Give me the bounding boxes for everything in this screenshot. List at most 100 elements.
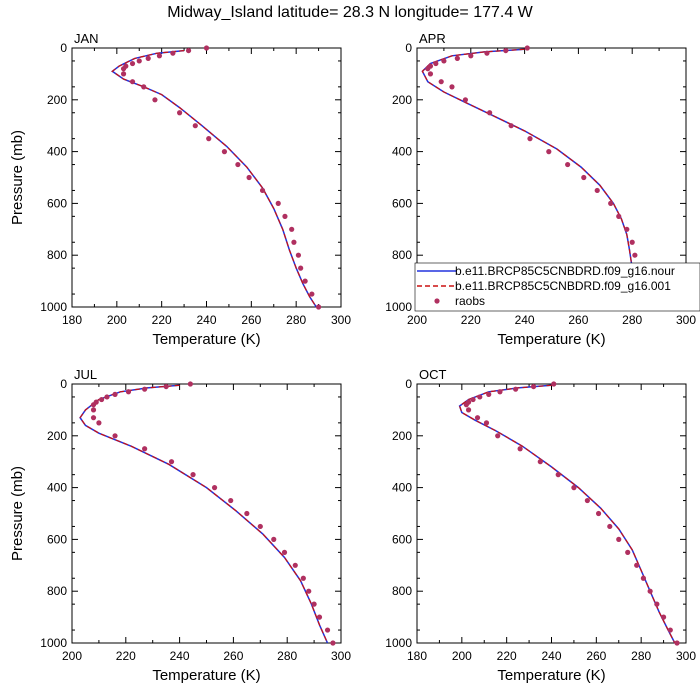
raobs-point xyxy=(660,614,667,620)
x-tick-label: 300 xyxy=(676,313,696,327)
raobs-point xyxy=(295,252,302,258)
raobs-point xyxy=(142,446,148,452)
raobs-point xyxy=(168,459,175,465)
raobs-point xyxy=(90,402,97,408)
raobs-point xyxy=(632,252,638,258)
raobs-point xyxy=(433,60,439,67)
raobs-point xyxy=(152,97,158,103)
raobs-point xyxy=(98,396,105,403)
plot-frame xyxy=(71,383,342,644)
y-tick-label: 400 xyxy=(47,481,67,495)
raobs-point xyxy=(145,55,151,61)
y-tick-label: 1000 xyxy=(385,636,412,650)
raobs-point xyxy=(441,58,447,64)
y-tick-label: 200 xyxy=(47,93,67,107)
raobs-point xyxy=(316,614,323,620)
y-axis-label: Pressure (mb) xyxy=(9,466,26,561)
raobs-point xyxy=(616,213,622,219)
raobs-point xyxy=(289,226,295,232)
y-tick-label: 1000 xyxy=(385,300,412,314)
x-tick-label: 280 xyxy=(286,313,306,327)
raobs-point xyxy=(244,510,250,517)
raobs-point xyxy=(163,383,169,390)
plot-frame xyxy=(416,383,687,644)
y-tick-label: 400 xyxy=(392,145,412,159)
raobs-point xyxy=(508,123,514,129)
x-tick-label: 280 xyxy=(277,649,297,663)
raobs-point xyxy=(629,239,635,245)
legend-box xyxy=(414,262,700,312)
raobs-point xyxy=(581,174,587,181)
x-tick-label: 300 xyxy=(331,649,351,663)
x-tick-label: 240 xyxy=(196,313,216,327)
raobs-point xyxy=(594,187,600,194)
raobs-point xyxy=(454,55,460,61)
raobs-point xyxy=(640,575,647,581)
raobs-point xyxy=(465,407,472,413)
x-tick-label: 220 xyxy=(116,649,136,663)
raobs-point xyxy=(302,278,308,284)
raobs-point xyxy=(625,549,631,555)
raobs-point xyxy=(616,536,622,543)
y-tick-label: 0 xyxy=(405,41,412,55)
legend-marker xyxy=(434,298,440,304)
raobs-point xyxy=(311,601,317,607)
raobs-point xyxy=(291,239,297,245)
raobs-point xyxy=(463,402,469,408)
raobs-point xyxy=(112,391,118,397)
series-line-nour xyxy=(458,384,676,644)
raobs-point xyxy=(142,386,148,392)
y-tick-label: 400 xyxy=(392,481,412,495)
x-tick-label: 180 xyxy=(407,649,427,663)
y-tick-label: 0 xyxy=(60,41,67,55)
raobs-point xyxy=(530,383,537,390)
x-tick-label: 180 xyxy=(62,313,82,327)
raobs-point xyxy=(674,640,680,646)
raobs-point xyxy=(228,497,234,504)
x-tick-label: 300 xyxy=(331,313,351,327)
y-tick-label: 800 xyxy=(47,584,67,598)
raobs-point xyxy=(571,485,577,491)
y-tick-label: 200 xyxy=(392,429,412,443)
x-tick-label: 260 xyxy=(586,649,606,663)
legend-label: raobs xyxy=(455,294,485,308)
raobs-point xyxy=(300,575,306,581)
panel-jan: 180 200 220 240 260 280 300 0 200 400 600 800 1000 JA… xyxy=(9,31,351,348)
legend-label: b.e11.BRCP85C5CNBDRD.f09_g16.001 xyxy=(455,279,671,293)
y-tick-label: 600 xyxy=(47,532,67,546)
raobs-point xyxy=(292,562,298,568)
raobs-point xyxy=(484,50,490,56)
raobs-point xyxy=(527,136,533,142)
x-tick-label: 200 xyxy=(62,649,82,663)
raobs-point xyxy=(667,627,673,633)
raobs-point xyxy=(120,66,127,72)
raobs-point xyxy=(551,381,557,387)
y-tick-label: 800 xyxy=(392,248,412,262)
raobs-point xyxy=(187,381,193,387)
y-tick-label: 400 xyxy=(47,145,67,159)
raobs-point xyxy=(654,601,660,607)
x-tick-label: 220 xyxy=(152,313,172,327)
series-line-001 xyxy=(79,384,329,644)
panel-oct: 180 200 220 240 260 280 300 0 200 400 600 800 1000 OC… xyxy=(385,367,696,684)
raobs-point xyxy=(271,536,277,543)
series-line-001 xyxy=(111,50,317,308)
raobs-point xyxy=(129,60,136,67)
raobs-point xyxy=(221,149,228,155)
x-tick-label: 200 xyxy=(407,313,427,327)
raobs-point xyxy=(211,485,218,491)
x-tick-label: 240 xyxy=(515,313,535,327)
raobs-point xyxy=(203,45,210,51)
raobs-point xyxy=(608,200,614,206)
raobs-point xyxy=(425,66,431,72)
panel-jul: 200 220 240 260 280 300 0 200 400 600 800 1000 JUL Te… xyxy=(9,367,351,684)
y-tick-label: 0 xyxy=(405,377,412,391)
raobs-point xyxy=(483,420,490,426)
x-axis-label: Temperature (K) xyxy=(497,667,605,684)
legend: b.e11.BRCP85C5CNBDRD.f09_g16.nourb.e11.B… xyxy=(414,262,700,312)
y-tick-label: 1000 xyxy=(40,636,67,650)
raobs-point xyxy=(537,459,543,465)
raobs-point xyxy=(449,84,455,90)
raobs-point xyxy=(462,97,469,103)
